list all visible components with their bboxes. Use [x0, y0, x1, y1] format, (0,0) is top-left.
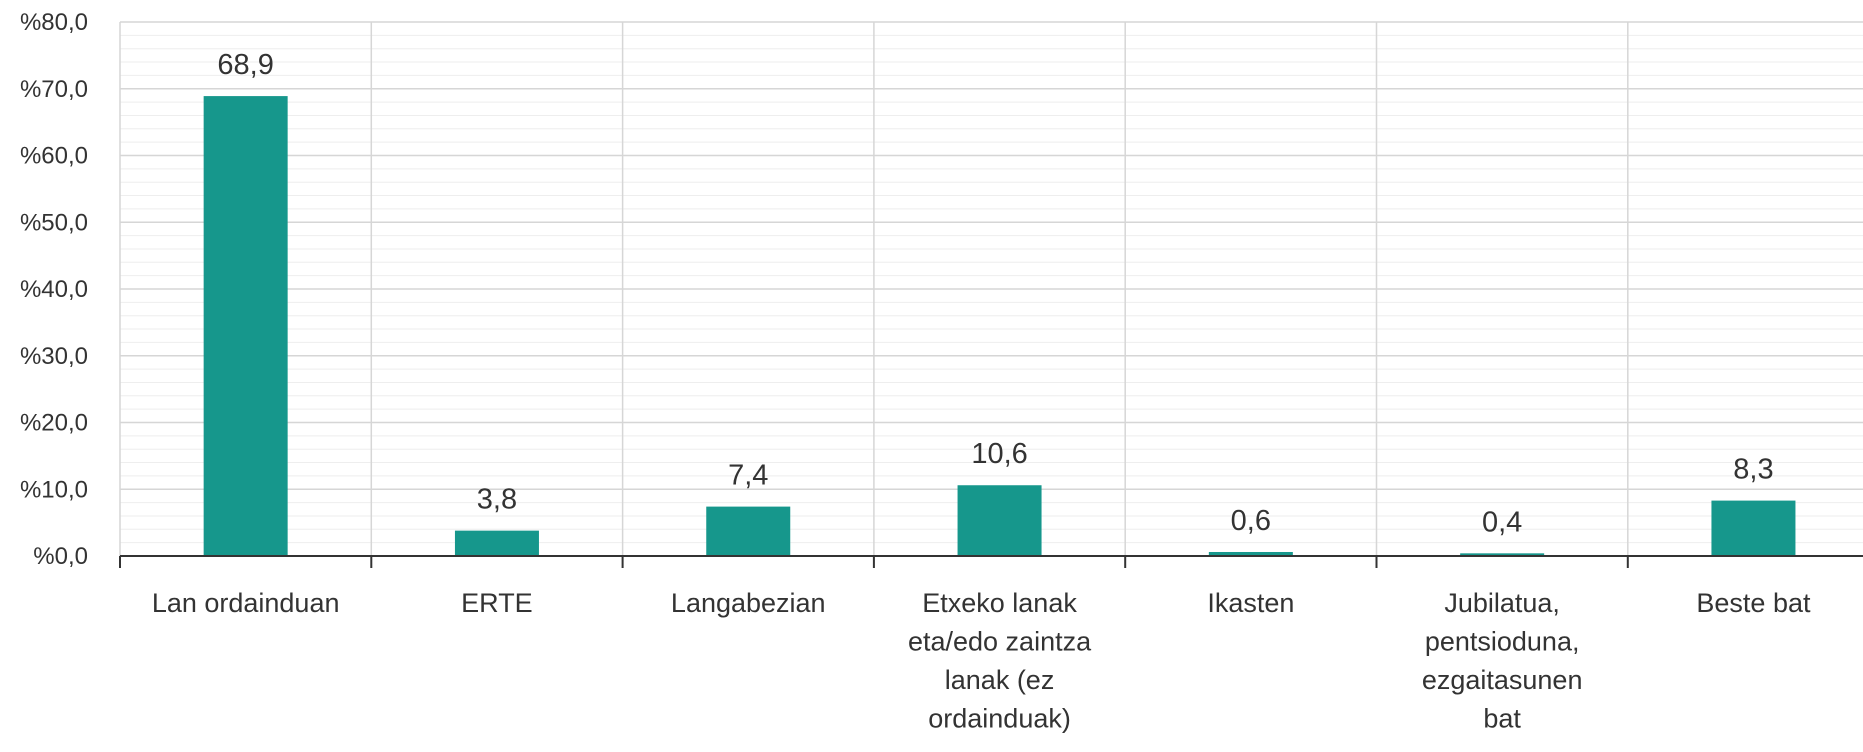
- category-label: lanak (ez: [945, 665, 1055, 695]
- data-label: 0,4: [1482, 506, 1522, 538]
- y-tick-label: %0,0: [33, 543, 88, 570]
- bar[interactable]: [957, 485, 1042, 556]
- y-tick-label: %40,0: [20, 276, 88, 303]
- category-label: ezgaitasunen: [1422, 665, 1583, 695]
- data-label: 10,6: [971, 438, 1027, 470]
- category-label: ordainduak): [928, 704, 1071, 734]
- category-label: bat: [1483, 704, 1521, 734]
- y-tick-label: %70,0: [20, 76, 88, 103]
- y-tick-label: %60,0: [20, 143, 88, 170]
- y-tick-label: %30,0: [20, 343, 88, 370]
- category-label: Jubilatua,: [1444, 588, 1560, 618]
- bars: [203, 96, 1796, 556]
- category-label: Lan ordainduan: [152, 588, 340, 618]
- bar[interactable]: [706, 506, 791, 556]
- category-label: pentsioduna,: [1425, 627, 1580, 657]
- data-label: 3,8: [477, 484, 517, 516]
- category-label: Etxeko lanak: [922, 588, 1077, 618]
- category-label: ERTE: [461, 588, 533, 618]
- category-label: eta/edo zaintza: [908, 627, 1092, 657]
- category-label: Ikasten: [1207, 588, 1294, 618]
- y-tick-label: %80,0: [20, 9, 88, 36]
- y-tick-label: %50,0: [20, 209, 88, 236]
- bar[interactable]: [1711, 500, 1796, 556]
- category-label: Beste bat: [1696, 588, 1811, 618]
- bar[interactable]: [203, 96, 288, 556]
- data-label: 68,9: [217, 49, 273, 81]
- bar[interactable]: [1208, 551, 1293, 556]
- data-label: 7,4: [728, 460, 768, 492]
- axes: [119, 555, 1863, 568]
- labels: %0,0 %10,0 %20,0 %30,0 %40,0 %50,0 %60,0 %70,0%…: [20, 9, 1811, 734]
- bar[interactable]: [1460, 553, 1545, 556]
- data-label: 8,3: [1733, 454, 1773, 486]
- y-tick-label: %20,0: [20, 410, 88, 437]
- category-label: Langabezian: [671, 588, 826, 618]
- y-tick-label: %10,0: [20, 476, 88, 503]
- bar[interactable]: [454, 530, 539, 556]
- data-label: 0,6: [1231, 505, 1271, 537]
- grid: [119, 21, 1863, 556]
